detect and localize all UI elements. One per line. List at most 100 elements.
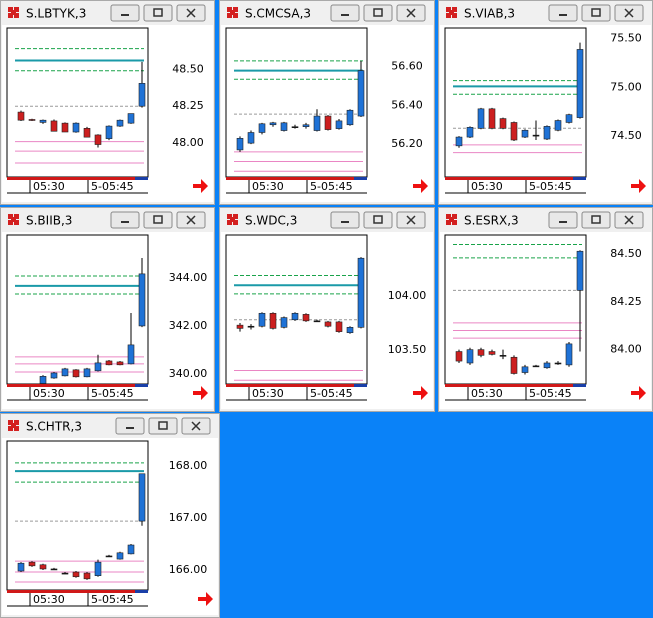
session-bar-current: [573, 177, 586, 180]
maximize-button[interactable]: [143, 4, 173, 22]
candle-body: [543, 362, 551, 369]
x-tick-label: 05:30: [252, 387, 284, 400]
candle-body: [138, 273, 146, 327]
candle-body: [105, 555, 113, 558]
maximize-glyph: [373, 8, 383, 17]
candle-body: [138, 83, 146, 107]
x-tick-label: 5-05:45: [91, 387, 134, 400]
minimize-glyph: [121, 14, 129, 16]
y-tick-label: 84.25: [610, 295, 642, 308]
minimize-button[interactable]: [115, 417, 145, 435]
session-bar-current: [354, 384, 367, 387]
session-bar: [445, 177, 573, 180]
x-tick-label: 5-05:45: [529, 180, 572, 193]
scroll-arrow[interactable]: [413, 179, 428, 193]
icon-cell: [8, 420, 13, 425]
minimize-button[interactable]: [110, 4, 140, 22]
icon-cell: [446, 214, 451, 219]
candle-body: [50, 372, 58, 379]
icon-cell: [452, 220, 457, 225]
icon-cell: [227, 7, 232, 12]
maximize-button[interactable]: [581, 211, 611, 229]
candle-body: [39, 376, 47, 384]
maximize-button[interactable]: [363, 4, 393, 22]
candle-body: [521, 129, 529, 138]
minimize-button[interactable]: [330, 4, 360, 22]
close-glyph: [186, 215, 196, 225]
candle-body: [83, 572, 91, 580]
y-tick-label: 56.60: [391, 60, 423, 73]
candle-body: [72, 122, 80, 133]
candle-body: [105, 125, 113, 139]
icon-cell: [227, 220, 232, 225]
candle-body: [324, 115, 332, 130]
chart-window: S.ESRX,3 84.50 84.25 84.00 05:30 5-05:45: [438, 207, 653, 412]
x-tick-label: 5-05:45: [91, 593, 134, 606]
y-tick-label: 74.50: [610, 129, 642, 142]
icon-cell: [446, 13, 451, 18]
plot-box: [225, 27, 368, 178]
icon-cell: [452, 214, 457, 219]
icon-cell: [8, 220, 13, 225]
maximize-button[interactable]: [581, 4, 611, 22]
window-title: S.CHTR,3: [26, 420, 82, 434]
candle-body: [72, 369, 80, 378]
icon-cell: [446, 220, 451, 225]
maximize-button[interactable]: [143, 211, 173, 229]
candle-body: [565, 343, 573, 366]
candle-body: [532, 365, 540, 368]
scroll-arrow[interactable]: [198, 592, 213, 606]
y-tick-label: 167.00: [169, 511, 208, 524]
x-tick-label: 05:30: [471, 387, 503, 400]
window-title: S.CMCSA,3: [245, 7, 311, 21]
scroll-arrow[interactable]: [193, 386, 208, 400]
candle-body: [258, 312, 266, 327]
candle-body: [127, 113, 135, 124]
minimize-button[interactable]: [330, 211, 360, 229]
y-tick-label: 168.00: [169, 459, 208, 472]
candle-body: [39, 564, 47, 570]
maximize-button[interactable]: [148, 417, 178, 435]
window-icon: [8, 7, 19, 18]
candle-body: [50, 568, 58, 571]
candle-body: [116, 119, 124, 127]
candle-body: [335, 321, 343, 332]
x-tick-label: 5-05:45: [529, 387, 572, 400]
x-tick-label: 5-05:45: [91, 180, 134, 193]
y-tick-label: 344.00: [169, 271, 208, 284]
icon-cell: [233, 13, 238, 18]
minimize-button[interactable]: [110, 211, 140, 229]
icon-cell: [11, 423, 16, 428]
candle-body: [576, 250, 584, 291]
candle-body: [72, 571, 80, 578]
plot-box: [6, 27, 149, 178]
y-tick-label: 342.00: [169, 319, 208, 332]
icon-cell: [233, 214, 238, 219]
candle-body: [335, 120, 343, 129]
minimize-button[interactable]: [548, 211, 578, 229]
chart-window: S.WDC,3 104.00 103.50 05:30 5-05:45: [219, 207, 435, 412]
window-icon: [8, 214, 19, 225]
icon-cell: [14, 13, 19, 18]
scroll-arrow[interactable]: [631, 386, 646, 400]
x-tick-label: 05:30: [33, 387, 65, 400]
window-icon: [446, 7, 457, 18]
scroll-arrow[interactable]: [631, 179, 646, 193]
session-bar-current: [135, 177, 148, 180]
close-glyph: [624, 215, 634, 225]
minimize-button[interactable]: [548, 4, 578, 22]
candle-body: [488, 351, 496, 355]
window-icon: [227, 7, 238, 18]
minimize-glyph: [341, 14, 349, 16]
scroll-arrow[interactable]: [193, 179, 208, 193]
maximize-button[interactable]: [363, 211, 393, 229]
plot-box: [225, 234, 368, 385]
close-glyph: [191, 421, 201, 431]
scroll-arrow[interactable]: [413, 386, 428, 400]
icon-cell: [233, 220, 238, 225]
y-tick-label: 48.50: [172, 62, 204, 75]
candle-body: [499, 118, 507, 129]
candle-body: [61, 572, 69, 575]
candle-body: [94, 362, 102, 372]
